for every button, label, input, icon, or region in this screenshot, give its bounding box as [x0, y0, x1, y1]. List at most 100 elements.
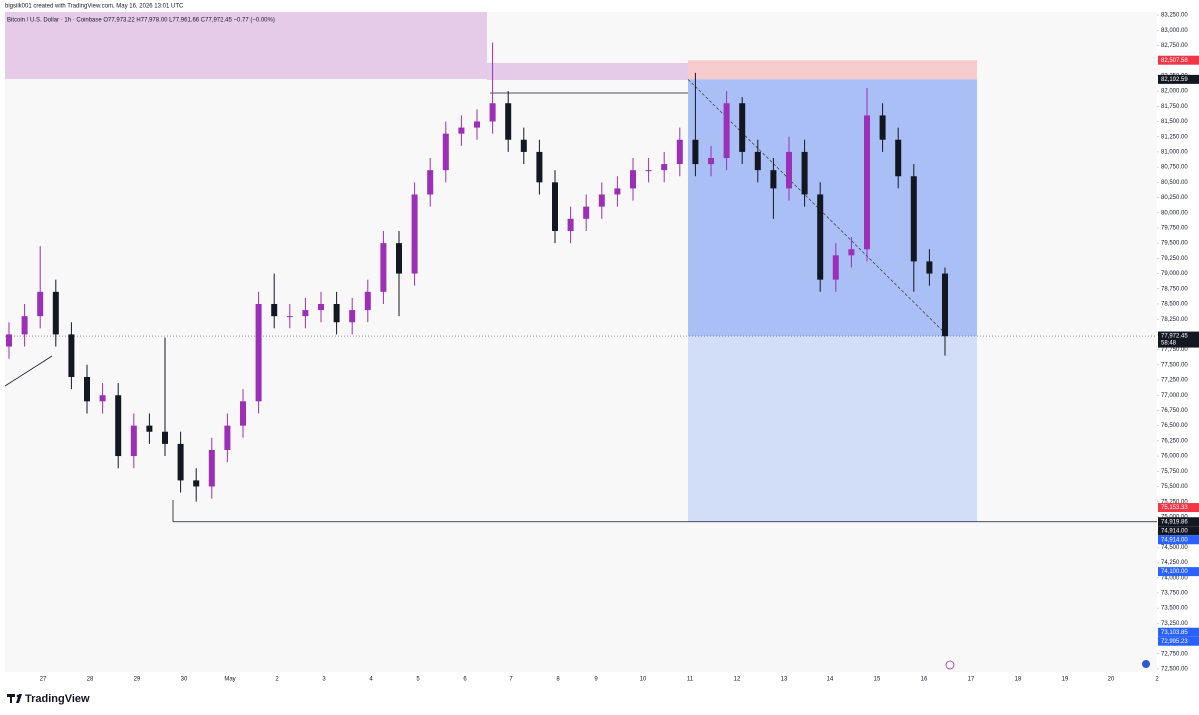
brand: TradingView [25, 693, 90, 705]
y-tick-label: 81,250.00 [1161, 134, 1188, 140]
x-tick-label: 20 [1108, 677, 1115, 683]
price-tag-label: 75,153.33 [1161, 505, 1188, 511]
candle-body [240, 401, 246, 426]
event-icon[interactable] [945, 660, 955, 670]
y-tick-label: 80,750.00 [1161, 165, 1188, 171]
candle-body [52, 291, 59, 335]
y-tick-label: 78,250.00 [1161, 317, 1188, 323]
y-tick-label: 79,000.00 [1161, 271, 1188, 277]
x-tick-label: 9 [594, 677, 598, 683]
candle-body [130, 425, 137, 457]
candle-body [318, 303, 324, 311]
candle-body [458, 127, 465, 134]
y-tick-label: 73,500.00 [1161, 606, 1188, 612]
y-tick-label: 81,500.00 [1161, 119, 1188, 125]
author-line: bigsilk001 created with TradingView.com,… [5, 4, 184, 10]
price-tag [1158, 526, 1199, 536]
x-tick-label: 29 [134, 677, 141, 683]
candle-body [162, 431, 168, 444]
price-tag [1158, 517, 1199, 527]
candle-body [879, 115, 886, 140]
candle-body [474, 121, 480, 128]
price-tag [1158, 535, 1199, 545]
price-tag-label: 74,100.00 [1161, 569, 1188, 575]
y-tick-label: 72,750.00 [1161, 651, 1188, 657]
candle-body [302, 310, 309, 317]
candle-body [567, 218, 574, 231]
y-tick-label: 81,750.00 [1161, 104, 1188, 110]
candle-body [271, 303, 278, 317]
x-tick-label: 10 [640, 677, 647, 683]
x-tick-label: 4 [369, 677, 373, 683]
y-tick-label: 78,750.00 [1161, 286, 1188, 292]
x-tick-label: 8 [556, 677, 560, 683]
logo: TradingView [7, 693, 90, 705]
candle-body [489, 103, 496, 122]
y-tick-label: 78,500.00 [1161, 302, 1188, 308]
y-tick-label: 77,250.00 [1161, 378, 1188, 384]
x-tick-label: 5 [416, 677, 420, 683]
symbol-line: Bitcoin / U.S. Dollar · 1h · Coinbase O7… [7, 18, 275, 24]
y-tick-label: 73,750.00 [1161, 590, 1188, 596]
y-tick-label: 81,000.00 [1161, 149, 1188, 155]
candle-body [661, 164, 668, 171]
countdown: 58:48 [1161, 341, 1177, 347]
candle-body [333, 303, 340, 323]
candle-body [442, 133, 449, 171]
x-tick-label: 18 [1015, 677, 1022, 683]
x-tick-label: 14 [827, 677, 834, 683]
flag-icon[interactable] [1142, 660, 1150, 668]
candle-body [739, 103, 746, 152]
supply-zone [487, 63, 688, 80]
y-tick-label: 82,750.00 [1161, 43, 1188, 49]
trend-line [4, 355, 53, 387]
candle-body [801, 151, 808, 195]
x-tick-label: 13 [781, 677, 788, 683]
candle-body [396, 243, 402, 274]
x-tick-label: 27 [40, 677, 47, 683]
candle-body [692, 139, 699, 165]
candle-body [6, 334, 12, 347]
candle-body [598, 194, 605, 207]
candle-body [146, 425, 153, 432]
price-tag-label: 73,103.85 [1161, 630, 1188, 636]
x-tick-label: 7 [509, 677, 513, 683]
candle-body [910, 176, 917, 262]
x-tick-label: 17 [968, 677, 975, 683]
candle-body [630, 170, 636, 189]
x-tick-label: 19 [1062, 677, 1069, 683]
candle-body [68, 334, 75, 377]
y-tick-label: 77,500.00 [1161, 362, 1188, 368]
y-tick-label: 76,500.00 [1161, 423, 1188, 429]
y-tick-label: 73,250.00 [1161, 621, 1188, 627]
candle-body [895, 139, 902, 177]
x-tick-label: 30 [181, 677, 188, 683]
candle-body [832, 255, 839, 280]
candle-body [349, 310, 356, 323]
candle-body [84, 376, 90, 402]
chart-bg [5, 12, 1157, 672]
y-tick-label: 80,250.00 [1161, 195, 1188, 201]
x-tick-label: 2 [275, 677, 279, 683]
candle-body [364, 291, 371, 311]
drawings [4, 12, 1157, 523]
x-tick-label: May [224, 677, 235, 683]
price-tag [1158, 55, 1199, 65]
price-tag [1158, 503, 1199, 513]
candle-body [286, 316, 293, 318]
candle-body [505, 103, 512, 140]
x-tick-label: 28 [87, 677, 94, 683]
candle-body [37, 291, 44, 317]
y-tick-label: 74,000.00 [1161, 575, 1188, 581]
candle-body [427, 170, 434, 195]
y-tick-label: 77,000.00 [1161, 393, 1188, 399]
candle-body [708, 157, 714, 165]
price-tag [1158, 331, 1199, 348]
price-tag-label: 74,919.86 [1161, 519, 1188, 525]
y-tick-label: 77,750.00 [1161, 347, 1188, 353]
candle-body [99, 395, 106, 402]
y-tick-label: 76,250.00 [1161, 438, 1188, 444]
candles [6, 42, 948, 502]
candle-body [942, 273, 948, 337]
